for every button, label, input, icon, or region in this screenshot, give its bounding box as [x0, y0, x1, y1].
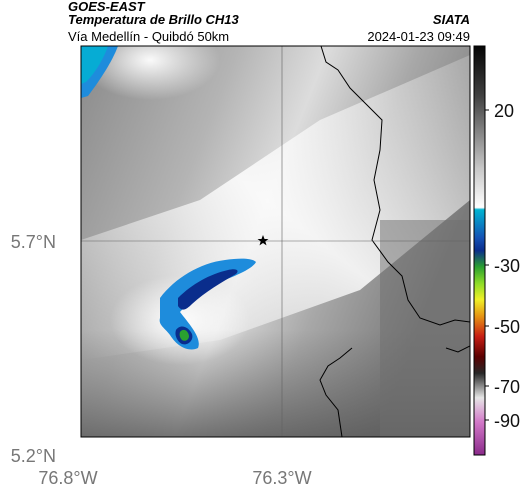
colorbar-tick-label: -90: [494, 411, 520, 431]
colorbar-tick-label: -70: [494, 377, 520, 397]
lon-label: 76.8°W: [38, 468, 97, 488]
route-label: Vía Medellín - Quibdó 50km: [68, 29, 230, 44]
colorbar-tick-label: 20: [494, 101, 514, 121]
border-line: [320, 46, 470, 326]
colorbar-tick-label: -50: [494, 317, 520, 337]
imagery-layer: [81, 46, 470, 437]
star-icon: [257, 235, 269, 246]
colorbar: 20 -30 -50 -70 -90: [473, 45, 520, 456]
satellite-name: GOES-EAST: [68, 0, 145, 14]
map-frame: [80, 45, 471, 438]
organization: SIATA: [432, 12, 470, 27]
colorbar-tick-label: -30: [494, 256, 520, 276]
lon-label: 76.3°W: [252, 468, 311, 488]
lat-label: 5.7°N: [11, 232, 56, 252]
lat-label: 5.2°N: [11, 446, 56, 466]
timestamp: 2024-01-23 09:49: [367, 29, 470, 44]
product-title: Temperatura de Brillo CH13: [68, 12, 239, 27]
border-line: [445, 345, 470, 353]
border-line: [319, 347, 353, 437]
